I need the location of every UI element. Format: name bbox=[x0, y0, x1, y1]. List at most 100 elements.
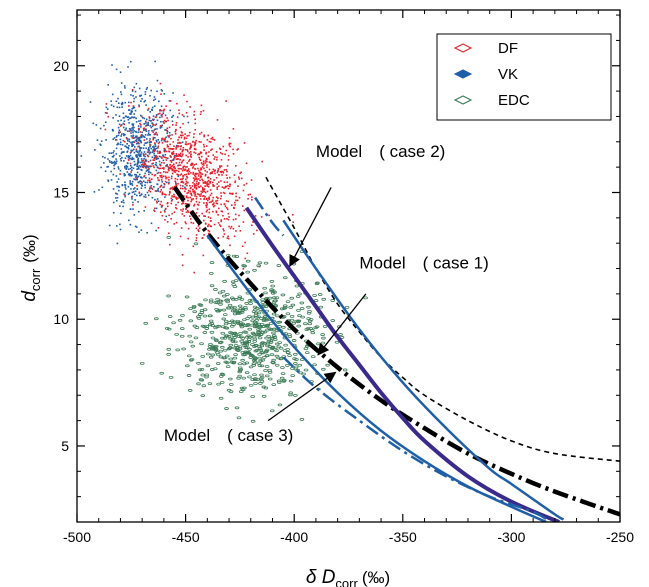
scatter-point bbox=[247, 197, 249, 200]
scatter-point bbox=[126, 165, 129, 168]
scatter-point bbox=[221, 308, 227, 312]
scatter-point bbox=[93, 191, 96, 193]
scatter-point bbox=[209, 322, 215, 325]
scatter-point bbox=[242, 318, 247, 322]
scatter-point bbox=[120, 152, 123, 155]
scatter-point bbox=[169, 109, 172, 112]
scatter-point bbox=[176, 102, 178, 105]
scatter-point bbox=[192, 190, 194, 193]
scatter-point bbox=[152, 115, 155, 117]
scatter-point bbox=[184, 168, 187, 171]
scatter-point bbox=[225, 185, 228, 188]
scatter-point bbox=[223, 181, 226, 184]
scatter-point bbox=[137, 125, 140, 127]
scatter-point bbox=[256, 311, 262, 315]
scatter-point bbox=[200, 373, 206, 377]
scatter-point bbox=[130, 196, 133, 198]
scatter-point bbox=[213, 223, 216, 226]
scatter-point bbox=[163, 150, 166, 153]
scatter-point bbox=[193, 336, 199, 340]
scatter-point bbox=[152, 124, 155, 126]
scatter-point bbox=[184, 295, 190, 299]
scatter-point bbox=[259, 379, 265, 383]
scatter-point bbox=[239, 339, 244, 343]
scatter-point bbox=[226, 165, 229, 167]
scatter-point bbox=[173, 193, 175, 196]
scatter-point bbox=[163, 108, 166, 111]
scatter-point bbox=[144, 160, 147, 162]
scatter-point bbox=[221, 174, 223, 176]
scatter-point bbox=[139, 173, 141, 176]
scatter-point bbox=[159, 125, 162, 127]
scatter-point bbox=[139, 180, 142, 182]
scatter-point bbox=[212, 196, 215, 199]
scatter-point bbox=[226, 181, 229, 183]
scatter-point bbox=[177, 158, 180, 160]
scatter-point bbox=[186, 166, 188, 168]
model-line-blue-solid-lower bbox=[206, 234, 547, 522]
scatter-point bbox=[293, 394, 298, 397]
scatter-point bbox=[274, 349, 279, 353]
scatter-point bbox=[237, 304, 243, 308]
scatter-point bbox=[161, 193, 164, 196]
scatter-point bbox=[120, 212, 122, 215]
scatter-point bbox=[156, 158, 158, 160]
scatter-point bbox=[186, 150, 189, 153]
scatter-point bbox=[250, 224, 253, 227]
scatter-point bbox=[186, 100, 188, 103]
scatter-point bbox=[154, 60, 156, 63]
scatter-point bbox=[154, 133, 157, 136]
scatter-point bbox=[166, 140, 169, 143]
scatter-point bbox=[197, 225, 200, 227]
scatter-point bbox=[183, 137, 186, 140]
scatter-point bbox=[138, 87, 141, 90]
scatter-point bbox=[190, 186, 192, 189]
scatter-point bbox=[117, 102, 120, 105]
scatter-point bbox=[222, 279, 227, 283]
scatter-point bbox=[163, 193, 166, 196]
scatter-point bbox=[137, 158, 139, 161]
scatter-point bbox=[188, 203, 191, 206]
scatter-point bbox=[171, 134, 173, 136]
scatter-point bbox=[225, 149, 228, 152]
scatter-point bbox=[157, 190, 160, 192]
scatter-point bbox=[133, 126, 135, 129]
scatter-point bbox=[132, 105, 135, 107]
scatter-point bbox=[173, 211, 176, 214]
scatter-point bbox=[141, 177, 143, 179]
scatter-point bbox=[144, 172, 146, 175]
scatter-point bbox=[271, 334, 277, 338]
scatter-point bbox=[160, 88, 163, 91]
scatter-point bbox=[220, 219, 223, 221]
scatter-point bbox=[245, 270, 250, 274]
scatter-point bbox=[99, 143, 101, 146]
scatter-point bbox=[271, 327, 277, 331]
scatter-point bbox=[231, 254, 237, 258]
scatter-point bbox=[185, 180, 188, 183]
scatter-point bbox=[244, 335, 250, 339]
scatter-point bbox=[259, 373, 264, 377]
scatter-point bbox=[181, 132, 183, 134]
scatter-point bbox=[134, 193, 136, 196]
scatter-point bbox=[197, 230, 200, 233]
scatter-point bbox=[148, 119, 151, 122]
scatter-point bbox=[140, 140, 142, 143]
scatter-point bbox=[107, 180, 110, 182]
scatter-point bbox=[162, 186, 164, 189]
scatter-point bbox=[107, 115, 110, 118]
scatter-point bbox=[119, 155, 121, 157]
scatter-point bbox=[140, 126, 142, 128]
scatter-point bbox=[164, 326, 170, 330]
scatter-point bbox=[290, 374, 296, 377]
scatter-point bbox=[155, 229, 157, 232]
scatter-point bbox=[135, 140, 138, 143]
scatter-point bbox=[228, 216, 230, 218]
scatter-point bbox=[144, 158, 147, 161]
scatter-point bbox=[98, 189, 100, 191]
scatter-point bbox=[135, 82, 138, 85]
scatter-point bbox=[236, 149, 239, 151]
scatter-point bbox=[215, 297, 220, 301]
scatter-point bbox=[161, 157, 163, 159]
scatter-point bbox=[131, 88, 134, 91]
scatter-point bbox=[291, 321, 296, 325]
